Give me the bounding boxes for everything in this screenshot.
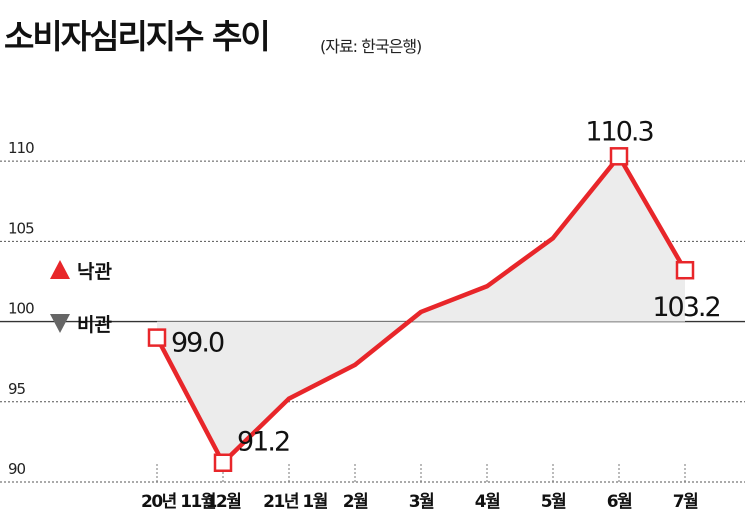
y-tick-label: 95: [8, 380, 26, 398]
point-marker: [213, 453, 233, 472]
legend: 낙관 비관: [50, 260, 112, 336]
data-label: 91.2: [237, 427, 289, 458]
data-point: [551, 236, 555, 241]
chart-source: (자료: 한국은행): [320, 37, 422, 56]
legend-optimism-label: 낙관: [77, 261, 112, 283]
x-tick-label: 21년 1월: [263, 492, 328, 512]
area-fill: [157, 156, 685, 463]
data-point: [353, 362, 357, 367]
point-marker: [147, 328, 167, 347]
chart-title: 소비자심리지수 추이: [4, 17, 271, 56]
x-tick-label: 7월: [673, 492, 698, 512]
y-tick-label: 90: [8, 460, 26, 478]
down-triangle-icon: [50, 314, 70, 333]
data-label: 110.3: [585, 116, 653, 147]
point-marker: [609, 147, 629, 166]
up-triangle-icon: [50, 260, 70, 279]
data-point: [419, 309, 423, 314]
data-point: [287, 396, 291, 401]
marker-layer: [147, 147, 695, 472]
x-tick-label: 6월: [607, 492, 632, 512]
y-tick-label: 100: [8, 300, 34, 318]
x-tick-label: 12월: [206, 492, 242, 512]
legend-pessimism-label: 비관: [77, 314, 112, 336]
x-tick-label: 5월: [541, 492, 566, 512]
x-tick-label: 2월: [343, 492, 368, 512]
data-label: 103.2: [652, 292, 719, 323]
data-label: 99.0: [171, 328, 224, 359]
y-tick-label: 110: [8, 139, 34, 157]
data-point: [485, 284, 489, 289]
point-marker: [675, 260, 695, 280]
x-tick-label: 20년 11월: [141, 492, 216, 512]
x-tick-label: 4월: [475, 492, 500, 512]
y-tick-label: 105: [8, 219, 34, 237]
x-tick-label: 3월: [409, 492, 434, 512]
fill-layer: [157, 156, 685, 463]
